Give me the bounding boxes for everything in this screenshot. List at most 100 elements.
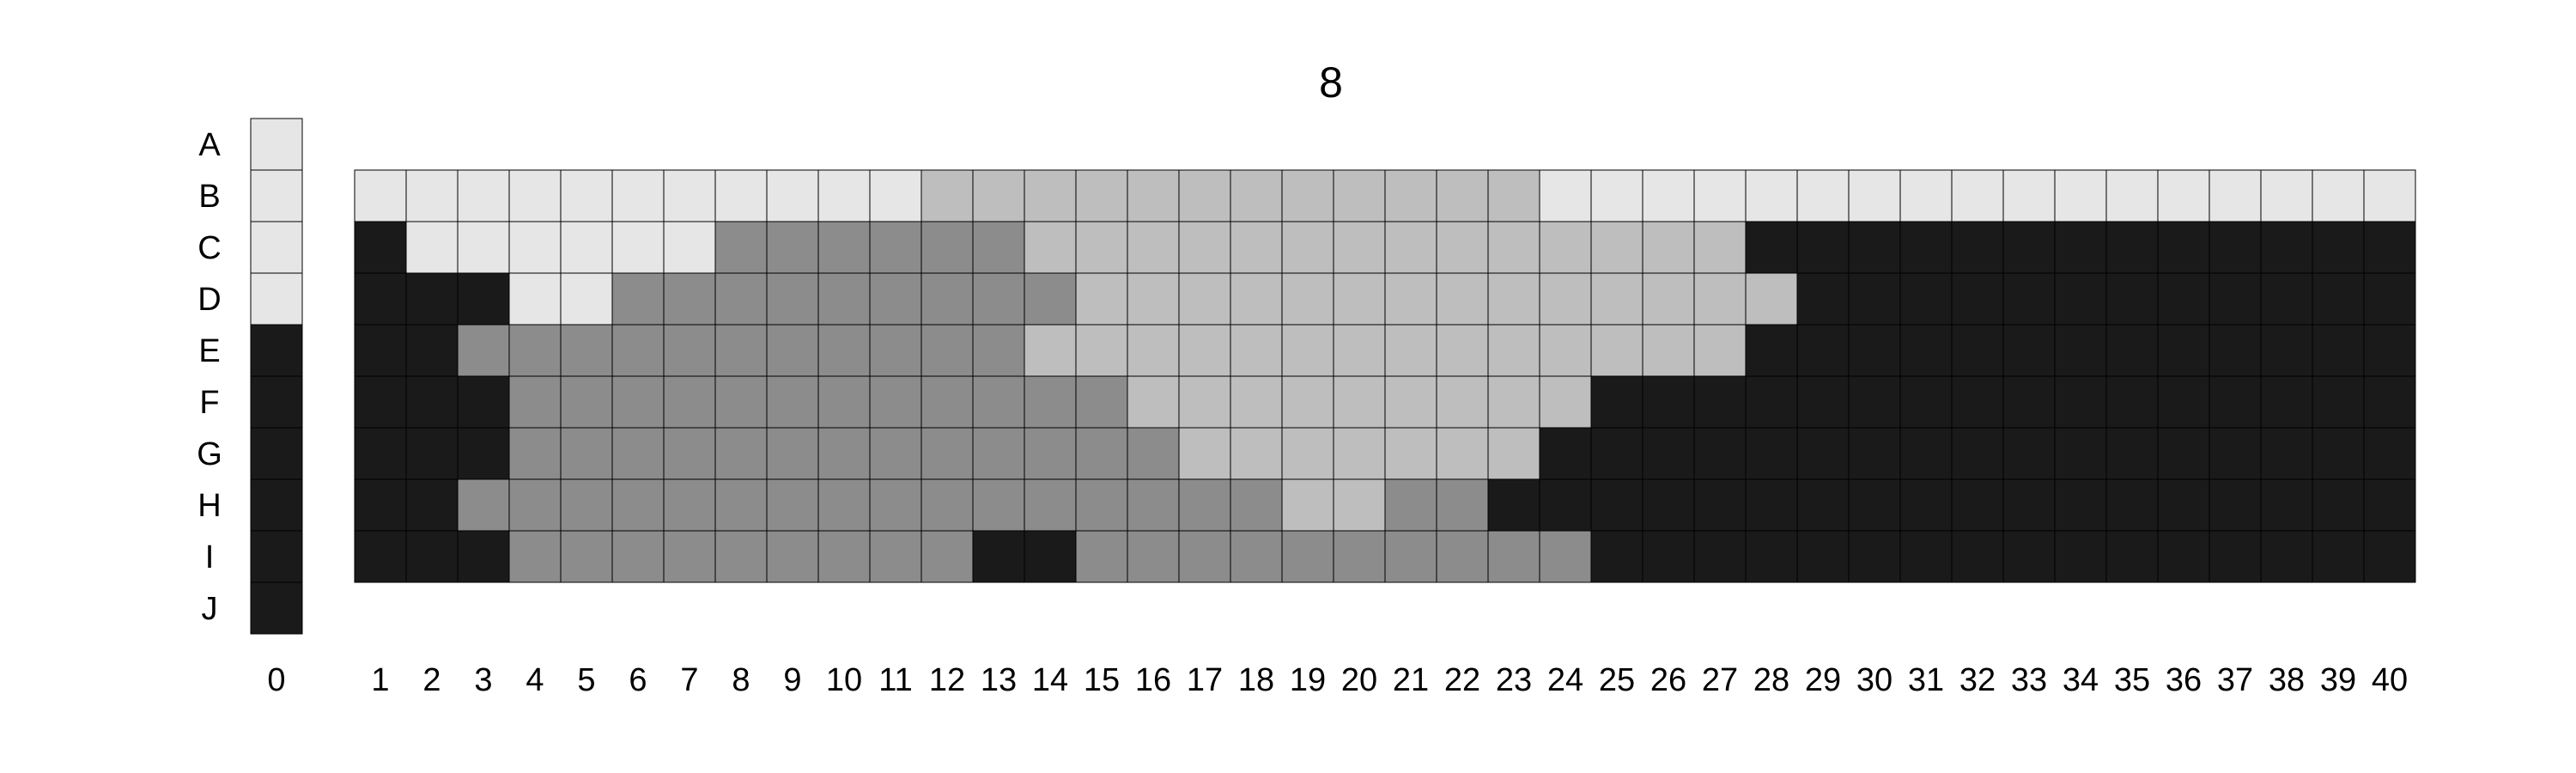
column-label-8: 8 <box>732 662 750 698</box>
cell-h-14 <box>1024 478 1077 532</box>
cell-d-32 <box>1951 272 2004 326</box>
cell-f-34 <box>2054 375 2107 429</box>
cell-i-40 <box>2363 530 2416 583</box>
cell-b-14 <box>1024 169 1077 222</box>
column-label-29: 29 <box>1805 662 1841 698</box>
column-label-37: 37 <box>2217 662 2253 698</box>
column-label-33: 33 <box>2011 662 2047 698</box>
cell-h-18 <box>1230 478 1283 532</box>
reference-cell-e <box>250 324 303 377</box>
cell-g-19 <box>1281 427 1334 480</box>
chart-title: 8 <box>1319 58 1343 107</box>
cell-b-9 <box>766 169 819 222</box>
cell-b-34 <box>2054 169 2107 222</box>
cell-h-8 <box>714 478 768 532</box>
cell-i-36 <box>2157 530 2210 583</box>
cell-f-4 <box>508 375 562 429</box>
cell-c-19 <box>1281 221 1334 274</box>
cell-h-28 <box>1745 478 1798 532</box>
row-label-a: A <box>198 127 221 163</box>
cell-h-13 <box>972 478 1025 532</box>
cell-i-12 <box>920 530 974 583</box>
cell-c-3 <box>457 221 510 274</box>
cell-d-1 <box>354 272 407 326</box>
column-label-5: 5 <box>577 662 595 698</box>
cell-f-13 <box>972 375 1025 429</box>
cell-i-2 <box>405 530 459 583</box>
cell-e-23 <box>1487 324 1540 377</box>
cell-d-33 <box>2002 272 2056 326</box>
cell-e-18 <box>1230 324 1283 377</box>
cell-e-30 <box>1848 324 1901 377</box>
cell-f-29 <box>1796 375 1850 429</box>
cell-d-13 <box>972 272 1025 326</box>
cell-h-10 <box>817 478 871 532</box>
cell-g-28 <box>1745 427 1798 480</box>
column-label-12: 12 <box>929 662 965 698</box>
cell-f-26 <box>1642 375 1695 429</box>
cell-d-12 <box>920 272 974 326</box>
cell-g-14 <box>1024 427 1077 480</box>
cell-f-14 <box>1024 375 1077 429</box>
cell-e-14 <box>1024 324 1077 377</box>
cell-f-21 <box>1384 375 1437 429</box>
cell-d-22 <box>1436 272 1489 326</box>
cell-i-39 <box>2312 530 2365 583</box>
cell-e-12 <box>920 324 974 377</box>
cell-i-28 <box>1745 530 1798 583</box>
cell-i-18 <box>1230 530 1283 583</box>
cell-d-5 <box>560 272 613 326</box>
cell-g-16 <box>1127 427 1180 480</box>
cell-e-22 <box>1436 324 1489 377</box>
cell-g-12 <box>920 427 974 480</box>
cell-e-39 <box>2312 324 2365 377</box>
cell-c-9 <box>766 221 819 274</box>
column-label-10: 10 <box>826 662 862 698</box>
cell-d-24 <box>1539 272 1592 326</box>
column-label-30: 30 <box>1856 662 1893 698</box>
cell-h-40 <box>2363 478 2416 532</box>
cell-h-7 <box>663 478 716 532</box>
cell-c-20 <box>1333 221 1386 274</box>
cell-i-19 <box>1281 530 1334 583</box>
cell-f-6 <box>611 375 665 429</box>
cell-c-27 <box>1693 221 1747 274</box>
cell-b-38 <box>2260 169 2313 222</box>
cell-g-2 <box>405 427 459 480</box>
cell-i-26 <box>1642 530 1695 583</box>
cell-g-7 <box>663 427 716 480</box>
cell-f-7 <box>663 375 716 429</box>
cell-i-7 <box>663 530 716 583</box>
cell-c-24 <box>1539 221 1592 274</box>
cell-g-18 <box>1230 427 1283 480</box>
cell-h-34 <box>2054 478 2107 532</box>
cell-g-29 <box>1796 427 1850 480</box>
cell-f-19 <box>1281 375 1334 429</box>
cell-g-25 <box>1590 427 1643 480</box>
cell-d-19 <box>1281 272 1334 326</box>
cell-c-33 <box>2002 221 2056 274</box>
cell-b-1 <box>354 169 407 222</box>
column-label-31: 31 <box>1908 662 1944 698</box>
cell-f-35 <box>2105 375 2159 429</box>
column-label-28: 28 <box>1753 662 1789 698</box>
cell-g-23 <box>1487 427 1540 480</box>
cell-h-17 <box>1178 478 1231 532</box>
cell-b-3 <box>457 169 510 222</box>
cell-d-23 <box>1487 272 1540 326</box>
cell-f-33 <box>2002 375 2056 429</box>
cell-d-14 <box>1024 272 1077 326</box>
heatmap-grid <box>354 169 2416 583</box>
cell-i-22 <box>1436 530 1489 583</box>
cell-d-34 <box>2054 272 2107 326</box>
cell-f-22 <box>1436 375 1489 429</box>
cell-f-9 <box>766 375 819 429</box>
cell-c-2 <box>405 221 459 274</box>
cell-h-6 <box>611 478 665 532</box>
cell-f-1 <box>354 375 407 429</box>
column-label-34: 34 <box>2063 662 2099 698</box>
reference-cell-d <box>250 272 303 326</box>
cell-h-25 <box>1590 478 1643 532</box>
cell-b-36 <box>2157 169 2210 222</box>
